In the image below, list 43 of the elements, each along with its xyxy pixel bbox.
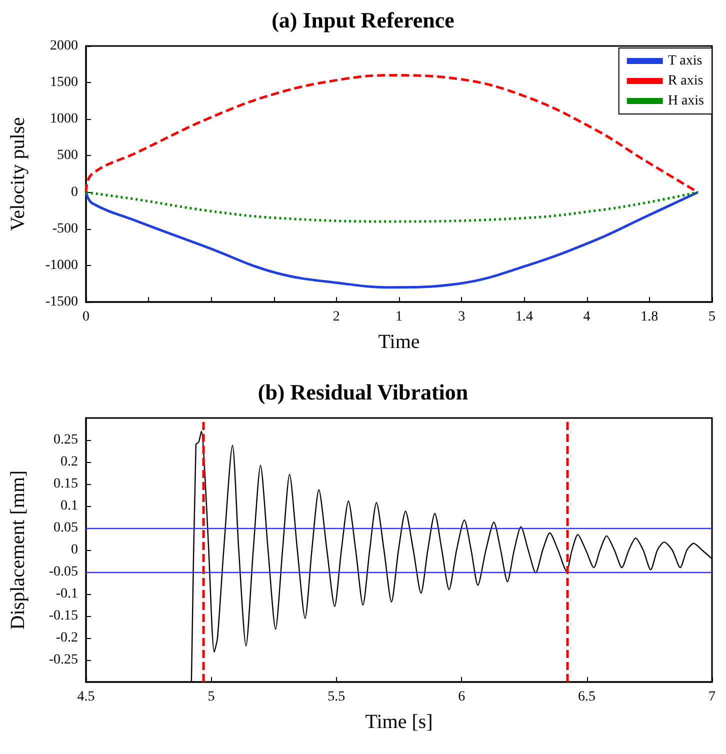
line-series xyxy=(84,191,700,223)
y-tick-label: -0.05 xyxy=(48,564,78,580)
y-tick-label: 0.05 xyxy=(54,520,78,536)
x-tick-label: 1.4 xyxy=(515,310,533,324)
y-tick-label: 1000 xyxy=(50,112,78,127)
y-tick-label: 0.15 xyxy=(54,476,78,492)
y-tick-label: -0.15 xyxy=(48,608,78,624)
x-tick-label: 5 xyxy=(208,690,215,704)
legend-label: T axis xyxy=(668,54,702,68)
x-axis-title: Time xyxy=(378,331,420,353)
x-tick-label: 0 xyxy=(82,310,90,324)
x-axis-title: Time [s] xyxy=(365,711,433,733)
y-axis-title: Velocity pulse xyxy=(7,116,29,231)
x-tick-label: 6.5 xyxy=(578,690,596,704)
x2-tick-label: 4 xyxy=(583,310,590,324)
x-tick-label: 6 xyxy=(458,690,466,704)
x-tick-label: 4.5 xyxy=(77,690,95,704)
y-tick-label: 500 xyxy=(57,148,78,164)
y-tick-label: -0.1 xyxy=(56,586,78,602)
x-tick-label: 5.5 xyxy=(328,690,346,704)
chart-title: (a) Input Reference xyxy=(272,8,455,32)
y-tick-label: 2000 xyxy=(50,38,78,54)
line-series xyxy=(84,191,700,289)
y-tick-label: 0.2 xyxy=(60,454,78,470)
y-tick-label: 0.1 xyxy=(60,498,78,514)
y-tick-label: 0 xyxy=(71,542,78,558)
legend-label: H axis xyxy=(668,94,704,108)
y-tick-label: -0.2 xyxy=(56,630,78,646)
legend-label: R axis xyxy=(668,74,704,88)
chart-title: (b) Residual Vibration xyxy=(258,380,468,404)
y-tick-label: -0.25 xyxy=(48,652,78,668)
x2-tick-label: 3 xyxy=(458,310,466,324)
y-axis-title: Displacement [mm] xyxy=(7,470,29,630)
x-tick-label: 1.8 xyxy=(640,310,658,324)
y-tick-label: -500 xyxy=(52,221,78,236)
x-tick-label: 1 xyxy=(396,310,402,324)
y-tick-label: 0.25 xyxy=(54,432,78,448)
y-tick-label: 0 xyxy=(71,184,78,200)
y-tick-label: -1000 xyxy=(45,258,78,273)
y-tick-label: 1500 xyxy=(50,75,78,90)
x2-tick-label: 2 xyxy=(332,310,340,324)
y-tick-label: -1500 xyxy=(45,294,78,310)
x-tick-label: 7 xyxy=(708,690,716,704)
